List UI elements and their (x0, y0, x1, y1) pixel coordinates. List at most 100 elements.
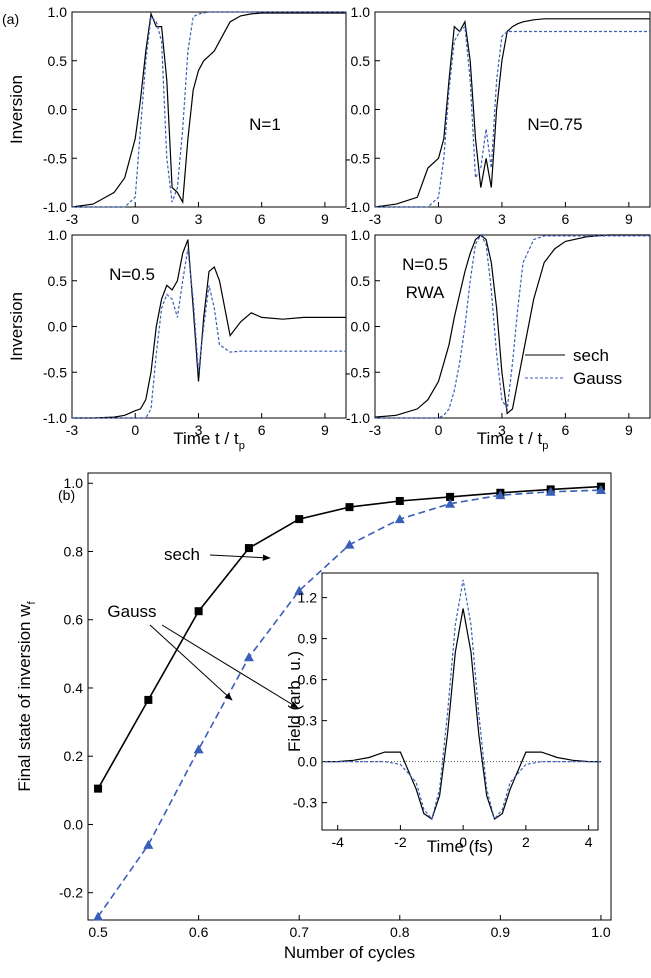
y-tick-label: -0.2 (59, 885, 83, 901)
x-axis-label: Number of cycles (284, 943, 415, 962)
x-tick-label: -3 (369, 422, 382, 438)
y-tick-label: -1.0 (346, 199, 370, 215)
y-tick-label: 0.0 (351, 319, 371, 335)
plot-frame (71, 11, 347, 208)
x-tick-label: 6 (258, 211, 266, 227)
marker (495, 490, 506, 500)
y-tick-label: 1.0 (48, 4, 68, 20)
x-axis-label-main: Number of cycles (284, 943, 415, 962)
y-tick-label: -0.5 (43, 150, 67, 166)
y-tick-label: -1.0 (43, 410, 67, 426)
x-tick-label: 0.5 (88, 924, 108, 940)
x-tick-label: 9 (625, 211, 633, 227)
plot-frame (71, 234, 347, 419)
x-axis-label-main: Time t / t (173, 429, 239, 448)
marker (595, 485, 606, 495)
x-tick-label: 0 (435, 211, 443, 227)
annotation: Gauss (107, 602, 156, 621)
y-axis-label-main: Final state of inversion w (15, 604, 34, 792)
y-tick-label: 0.4 (64, 680, 84, 696)
marker (394, 514, 405, 524)
x-tick-label: 0 (459, 834, 467, 850)
x-axis-label-sub: p (542, 440, 548, 452)
x-tick-label: 9 (321, 211, 329, 227)
marker (395, 496, 404, 505)
x-tick-label: 0 (131, 422, 139, 438)
x-axis-label: Time t / tp (173, 429, 245, 452)
y-tick-label: 0.8 (64, 543, 84, 559)
y-tick-label: -1.0 (43, 199, 67, 215)
marker (194, 607, 203, 616)
series-line (374, 18, 650, 208)
marker (143, 839, 154, 849)
annotation: sech (164, 545, 200, 564)
y-tick-label: 0.0 (298, 754, 318, 770)
y-tick-label: 0.5 (351, 53, 371, 69)
plot-frame (374, 234, 651, 419)
x-tick-label: 0.9 (491, 924, 511, 940)
x-tick-label: 9 (321, 422, 329, 438)
y-axis-label: Field (arb. u.) (285, 651, 304, 752)
y-tick-label: 0.9 (298, 631, 318, 647)
x-tick-label: 6 (258, 422, 266, 438)
plot-frame (374, 11, 651, 208)
x-tick-label: 0.8 (390, 924, 410, 940)
x-tick-label: 2 (522, 834, 530, 850)
y-tick-label: -0.5 (43, 364, 67, 380)
x-tick-label: 3 (498, 211, 506, 227)
y-axis-label: Inversion (7, 292, 26, 361)
marker (545, 486, 556, 496)
y-axis-label-main: Field (arb. u.) (285, 651, 304, 752)
y-tick-label: 0.5 (351, 273, 371, 289)
y-tick-label: 0.6 (64, 612, 84, 628)
marker (294, 585, 305, 595)
series-line (72, 248, 346, 419)
marker (445, 498, 456, 508)
arrow (149, 624, 233, 701)
y-tick-label: 1.0 (351, 4, 371, 20)
y-tick-label: 0.0 (48, 319, 68, 335)
annotation: N=0.5 (402, 255, 448, 274)
x-tick-label: 0.7 (289, 924, 309, 940)
annotation: N=0.5 (109, 265, 155, 284)
arrow (161, 624, 299, 709)
y-tick-label: -0.3 (293, 795, 317, 811)
marker (344, 539, 355, 549)
arrow (209, 554, 271, 561)
x-tick-label: 6 (561, 422, 569, 438)
y-tick-label: -1.0 (346, 410, 370, 426)
marker (345, 503, 354, 512)
y-tick-label: 1.0 (351, 227, 371, 243)
legend-label: sech (573, 346, 609, 365)
marker (243, 652, 254, 662)
y-tick-label: -0.5 (346, 364, 370, 380)
x-tick-label: -2 (394, 834, 407, 850)
y-tick-label: 0.2 (64, 748, 84, 764)
x-tick-label: 9 (625, 422, 633, 438)
y-tick-label: 0.0 (351, 102, 371, 118)
x-tick-label: 3 (195, 422, 203, 438)
y-tick-label: 0.5 (48, 53, 68, 69)
y-axis-label-sub: f (26, 600, 38, 604)
x-axis-label-sub: p (239, 440, 245, 452)
annotation: N=1 (249, 115, 281, 134)
y-axis-label: Inversion (7, 75, 26, 144)
annotation: RWA (406, 283, 445, 302)
x-axis-label: Time (fs) (427, 837, 493, 856)
panel-label: (a) (2, 11, 19, 27)
panel-label: (b) (58, 487, 75, 503)
x-tick-label: -4 (331, 834, 344, 850)
plot-frame (321, 572, 599, 831)
marker (94, 784, 103, 793)
x-tick-label: 3 (195, 211, 203, 227)
x-tick-label: -3 (369, 211, 382, 227)
x-tick-label: 0 (435, 422, 443, 438)
marker (144, 695, 153, 704)
marker (193, 744, 204, 754)
series-line (71, 11, 346, 208)
series-line (375, 233, 650, 419)
x-tick-label: -3 (66, 422, 79, 438)
annotation: N=0.75 (527, 115, 582, 134)
y-tick-label: 0.0 (64, 816, 84, 832)
